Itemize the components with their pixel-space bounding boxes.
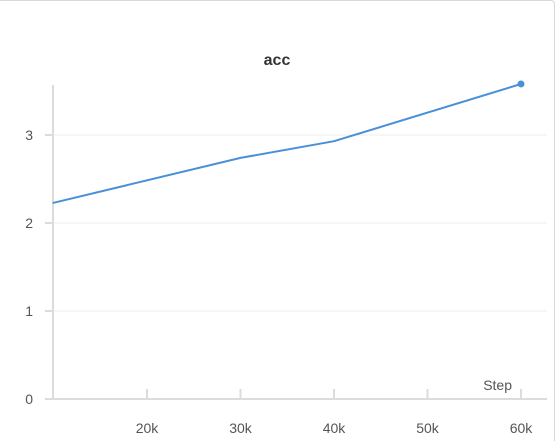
x-axis-label: Step	[483, 377, 512, 393]
x-tick-label: 30k	[229, 420, 253, 436]
series	[52, 80, 525, 204]
grid-lines	[53, 134, 547, 312]
y-tick-label: 3	[25, 127, 33, 143]
y-tick-label: 2	[25, 215, 33, 231]
series-end-point	[517, 80, 525, 88]
x-tick-label: 60k	[510, 420, 534, 436]
x-tick-label: 40k	[323, 420, 347, 436]
y-tick-label: 1	[25, 303, 33, 319]
y-tick-label: 0	[25, 391, 33, 407]
series-line	[52, 83, 522, 204]
x-tick-label: 50k	[416, 420, 440, 436]
chart-title: acc	[264, 52, 291, 69]
axes	[45, 85, 547, 400]
x-tick-label: 20k	[136, 420, 160, 436]
tick-labels: 0 1 2 3 20k 30k 40k 50k 60k	[25, 127, 533, 436]
